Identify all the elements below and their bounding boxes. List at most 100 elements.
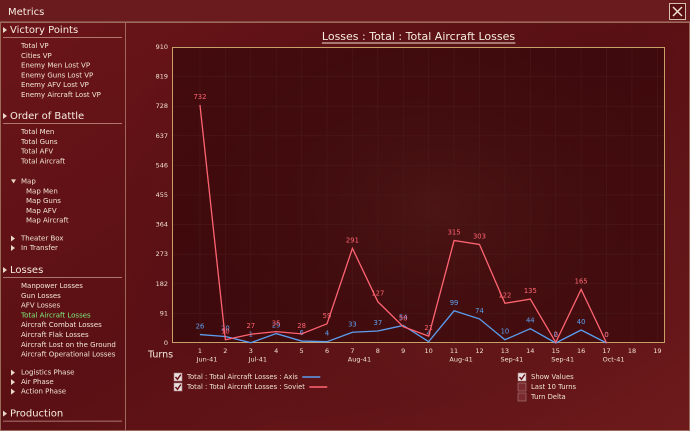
section-arrow[interactable] (3, 410, 7, 417)
y-tick-label: 0 (164, 339, 168, 347)
legend-checkbox[interactable] (173, 372, 183, 382)
expand-arrow[interactable] (11, 379, 15, 386)
month-label: Aug-41 (348, 356, 371, 364)
month-label: Sep-41 (500, 356, 523, 364)
option-checkbox[interactable] (517, 392, 527, 402)
option-label[interactable]: Last 10 Turns (531, 383, 577, 391)
legend-checkbox[interactable] (173, 382, 183, 392)
check-mark[interactable] (174, 384, 182, 391)
value-label: 165 (575, 277, 588, 285)
y-tick-label: 728 (156, 102, 168, 110)
option-label[interactable]: Show Values (531, 373, 574, 381)
value-label: 303 (473, 232, 486, 240)
y-tick-label: 455 (156, 191, 168, 199)
subgroup-title[interactable]: Map (21, 177, 36, 185)
option-checkbox[interactable] (517, 372, 527, 382)
menu-item[interactable]: Map Guns (26, 197, 61, 205)
value-label: 29 (272, 322, 281, 330)
value-label: 4 (325, 330, 329, 338)
menu-item[interactable]: Map Aircraft (26, 217, 69, 225)
menu-item[interactable]: Manpower Losses (21, 282, 83, 290)
menu-item[interactable]: Total AFV (20, 148, 53, 156)
value-label: 27 (246, 322, 255, 330)
expand-arrow[interactable] (11, 235, 15, 242)
menu-item[interactable]: Aircraft Flak Losses (21, 331, 89, 339)
subgroup-title[interactable]: Logistics Phase (21, 369, 74, 377)
value-label: 54 (399, 313, 408, 321)
value-label: 0 (604, 331, 608, 339)
value-label: 33 (348, 320, 357, 328)
option-checkbox[interactable] (517, 382, 527, 392)
x-tick-label: 8 (376, 347, 380, 355)
subgroup-title[interactable]: Air Phase (21, 378, 54, 386)
close-icon[interactable] (672, 6, 683, 17)
value-label: 135 (524, 287, 537, 295)
subgroup-title[interactable]: Theater Box (20, 235, 63, 243)
menu-item[interactable]: Aircraft Combat Losses (21, 321, 102, 329)
title-bar (0, 0, 690, 22)
value-label: 0 (604, 331, 608, 339)
menu-item[interactable]: Aircraft Lost on the Ground (21, 341, 116, 349)
y-tick-label: 182 (156, 280, 168, 288)
check-mark[interactable] (174, 374, 182, 381)
value-label: 10 (221, 328, 230, 336)
menu-item[interactable]: Total Aircraft (20, 157, 65, 165)
menu-item[interactable]: Map Men (26, 187, 58, 195)
expand-arrow[interactable] (11, 245, 15, 251)
x-tick-label: 12 (475, 347, 483, 355)
section-arrow[interactable] (3, 113, 7, 119)
x-tick-label: 3 (249, 347, 253, 355)
menu-item[interactable]: AFV Losses (21, 302, 60, 310)
section-arrow[interactable] (3, 267, 7, 273)
option-label[interactable]: Turn Delta (530, 393, 566, 401)
menu-item[interactable]: Map AFV (26, 207, 57, 215)
menu-item[interactable]: Total Guns (20, 138, 58, 146)
expand-arrow[interactable] (11, 179, 16, 184)
value-label: 35 (272, 320, 281, 328)
value-label: 37 (374, 319, 383, 327)
menu-item[interactable]: Enemy Aircraft Lost VP (21, 91, 101, 99)
y-tick-label: 910 (156, 43, 168, 51)
close-button[interactable] (669, 3, 686, 20)
section-arrow[interactable] (3, 27, 7, 33)
section-header[interactable]: Production (10, 409, 63, 420)
y-tick-label: 637 (156, 132, 168, 140)
menu-item[interactable]: Aircraft Operational Losses (21, 351, 116, 359)
y-tick-label: 273 (156, 250, 168, 258)
menu-item[interactable]: Gun Losses (21, 292, 61, 300)
check-mark[interactable] (518, 374, 526, 381)
value-label: 732 (193, 93, 206, 101)
y-tick-label: 364 (156, 221, 168, 229)
x-tick-label: 4 (274, 347, 278, 355)
x-tick-label: 2 (223, 347, 227, 355)
value-label: 74 (475, 307, 484, 315)
window-title: Metrics (8, 7, 44, 18)
chart: Losses : Total : Total Aircraft Losses 0 9… (147, 30, 665, 402)
expand-arrow[interactable] (11, 369, 15, 376)
section-header[interactable]: Order of Battle (10, 111, 84, 122)
month-label: Jul-41 (248, 356, 267, 364)
series-line (199, 104, 608, 344)
section-header[interactable]: Victory Points (10, 25, 78, 36)
subgroup-title[interactable]: Action Phase (21, 388, 66, 396)
x-tick-label: 10 (425, 347, 433, 355)
menu-item[interactable]: Total Men (20, 128, 54, 136)
value-label: 99 (450, 299, 459, 307)
sidebar: Victory Points Total VP Cities VP Enemy Men… (3, 25, 122, 422)
subgroup-title[interactable]: In Transfer (21, 244, 58, 252)
menu-item[interactable]: Enemy AFV Lost VP (21, 81, 89, 89)
section-header[interactable]: Losses (10, 265, 43, 276)
value-label: 291 (346, 236, 359, 244)
x-tick-label: 11 (450, 347, 458, 355)
menu-item[interactable]: Total Aircraft Losses (20, 311, 91, 319)
month-label: Jun-41 (196, 356, 218, 364)
x-tick-label: 16 (577, 347, 585, 355)
value-label: 2 (554, 330, 558, 338)
menu-item[interactable]: Enemy Men Lost VP (21, 62, 90, 70)
expand-arrow[interactable] (11, 388, 15, 395)
menu-item[interactable]: Cities VP (21, 52, 52, 60)
menu-item[interactable]: Total VP (20, 42, 49, 50)
value-label: 50 (399, 315, 408, 323)
menu-item[interactable]: Enemy Guns Lost VP (21, 71, 93, 79)
